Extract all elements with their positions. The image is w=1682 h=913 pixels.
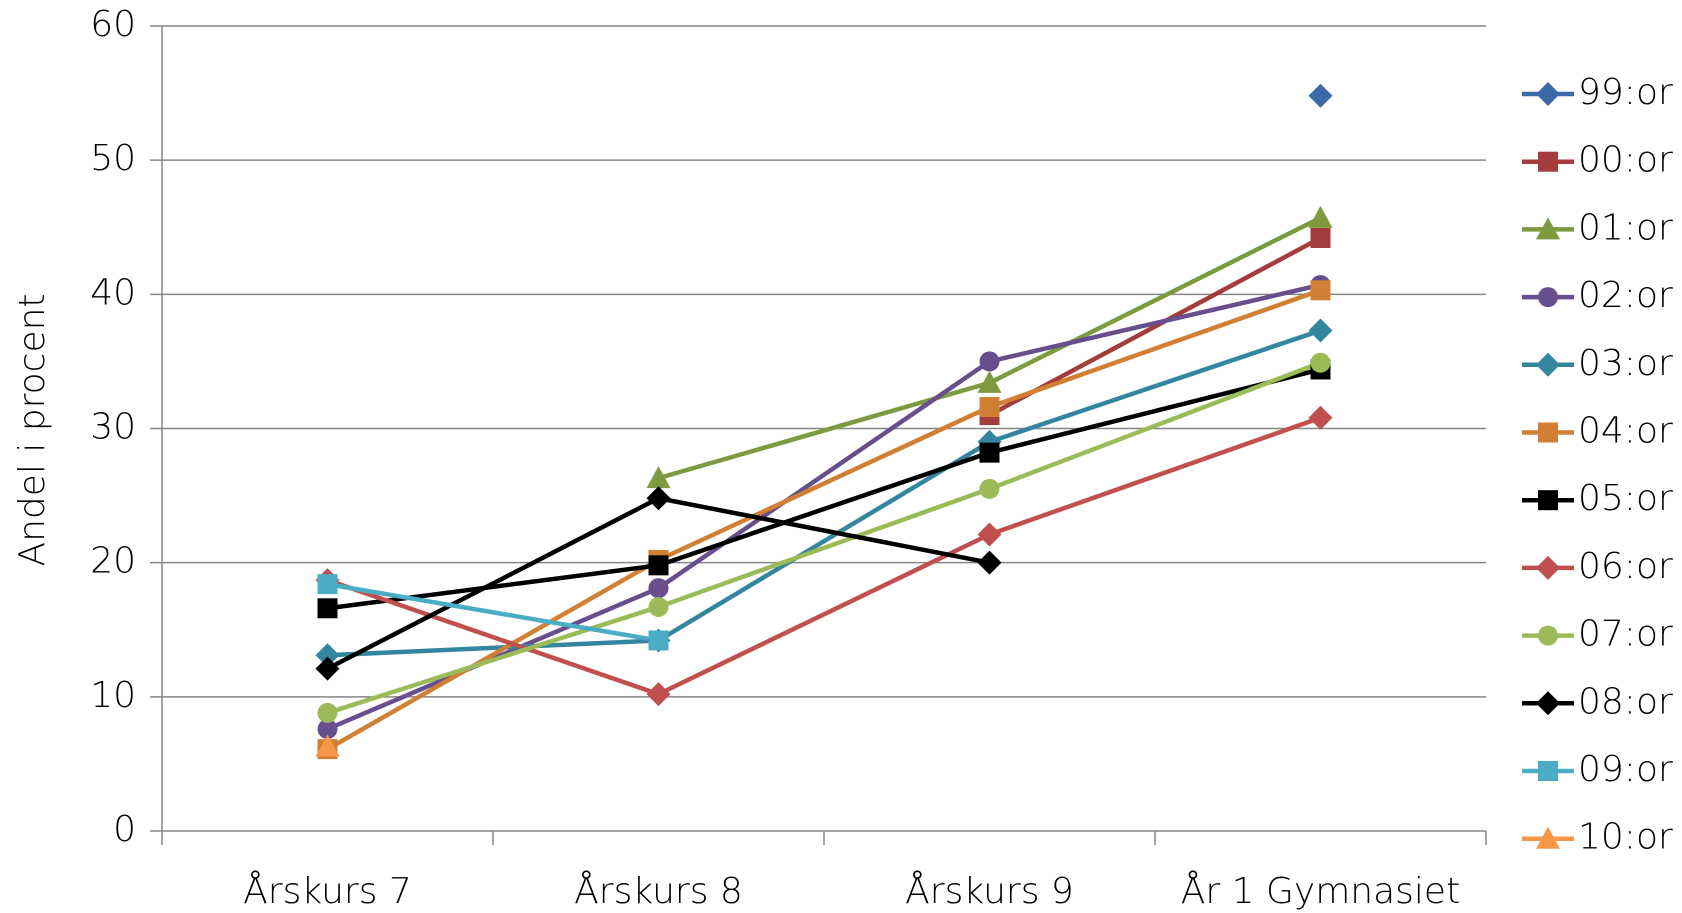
y-tick-label: 0 <box>113 809 136 850</box>
marker <box>1538 287 1558 308</box>
legend-item: 02:or <box>1522 275 1673 316</box>
legend-label: 10:or <box>1578 817 1673 858</box>
marker <box>317 702 338 723</box>
marker <box>315 656 340 681</box>
legend-label: 03:or <box>1578 343 1673 384</box>
marker <box>1538 151 1558 172</box>
series-line <box>327 367 1322 611</box>
marker <box>1538 625 1558 646</box>
marker <box>646 486 671 511</box>
marker <box>979 351 1000 372</box>
legend-item: 99:or <box>1522 72 1673 113</box>
marker <box>1536 691 1560 716</box>
marker <box>1538 490 1558 511</box>
legend-label: 01:or <box>1578 207 1673 248</box>
legend-item: 05:or <box>1522 478 1673 519</box>
marker <box>979 478 1000 499</box>
y-tick-label: 50 <box>90 138 136 179</box>
legend-label: 00:or <box>1578 140 1673 181</box>
marker <box>648 578 669 599</box>
marker <box>1536 217 1560 240</box>
series-line <box>326 360 1322 716</box>
marker <box>1308 318 1333 343</box>
legend-item: 06:or <box>1522 546 1673 587</box>
y-tick-label: 30 <box>90 407 136 448</box>
marker <box>646 682 671 707</box>
legend-item: 03:or <box>1522 343 1673 384</box>
series-line <box>327 328 1322 658</box>
marker <box>1538 422 1558 443</box>
y-tick-label: 10 <box>90 675 136 716</box>
x-tick-label: Årskurs 9 <box>905 870 1074 912</box>
marker <box>979 442 1000 463</box>
legend-item: 01:or <box>1522 207 1673 248</box>
marker <box>1310 280 1331 301</box>
marker <box>648 555 669 576</box>
marker <box>648 596 669 617</box>
marker <box>1308 205 1333 228</box>
marker <box>1308 405 1333 430</box>
series-line <box>326 415 1322 697</box>
marker <box>1536 82 1560 106</box>
legend-item: 08:or <box>1522 681 1673 722</box>
legend-item: 10:or <box>1522 817 1673 858</box>
legend-label: 08:or <box>1578 681 1673 722</box>
legend-label: 07:or <box>1578 614 1673 655</box>
series-line <box>326 288 1322 752</box>
x-tick-label: Årskurs 7 <box>243 870 412 912</box>
y-tick-label: 60 <box>90 4 136 45</box>
y-tick-label: 20 <box>90 541 136 582</box>
marker <box>977 370 1002 393</box>
legend-item: 07:or <box>1522 614 1673 655</box>
marker <box>977 522 1002 547</box>
marker <box>1310 352 1331 373</box>
legend-label: 05:or <box>1578 478 1673 519</box>
legend-label: 02:or <box>1578 275 1673 316</box>
legend-item: 00:or <box>1522 140 1673 181</box>
y-axis-label: Andel i procent <box>12 293 53 566</box>
marker <box>315 643 340 668</box>
marker <box>315 734 340 757</box>
legend-item: 04:or <box>1522 411 1673 452</box>
legend-label: 06:or <box>1578 546 1673 587</box>
series-line <box>327 581 659 643</box>
marker <box>977 550 1002 575</box>
marker <box>317 719 338 740</box>
marker <box>646 466 671 489</box>
marker <box>1536 555 1560 580</box>
marker <box>648 630 669 651</box>
marker <box>1308 83 1333 108</box>
marker <box>1536 352 1560 377</box>
marker <box>1310 227 1331 248</box>
legend-item: 09:or <box>1522 749 1673 790</box>
legend-label: 09:or <box>1578 749 1673 790</box>
legend-label: 99:or <box>1578 72 1673 113</box>
marker <box>317 598 338 619</box>
x-tick-label: År 1 Gymnasiet <box>1181 870 1460 912</box>
legend-label: 04:or <box>1578 411 1673 452</box>
marker <box>317 574 338 595</box>
marker <box>979 397 1000 418</box>
marker <box>1538 761 1558 781</box>
x-tick-label: Årskurs 8 <box>574 870 743 912</box>
y-tick-label: 40 <box>90 272 136 313</box>
marker <box>1536 826 1560 849</box>
